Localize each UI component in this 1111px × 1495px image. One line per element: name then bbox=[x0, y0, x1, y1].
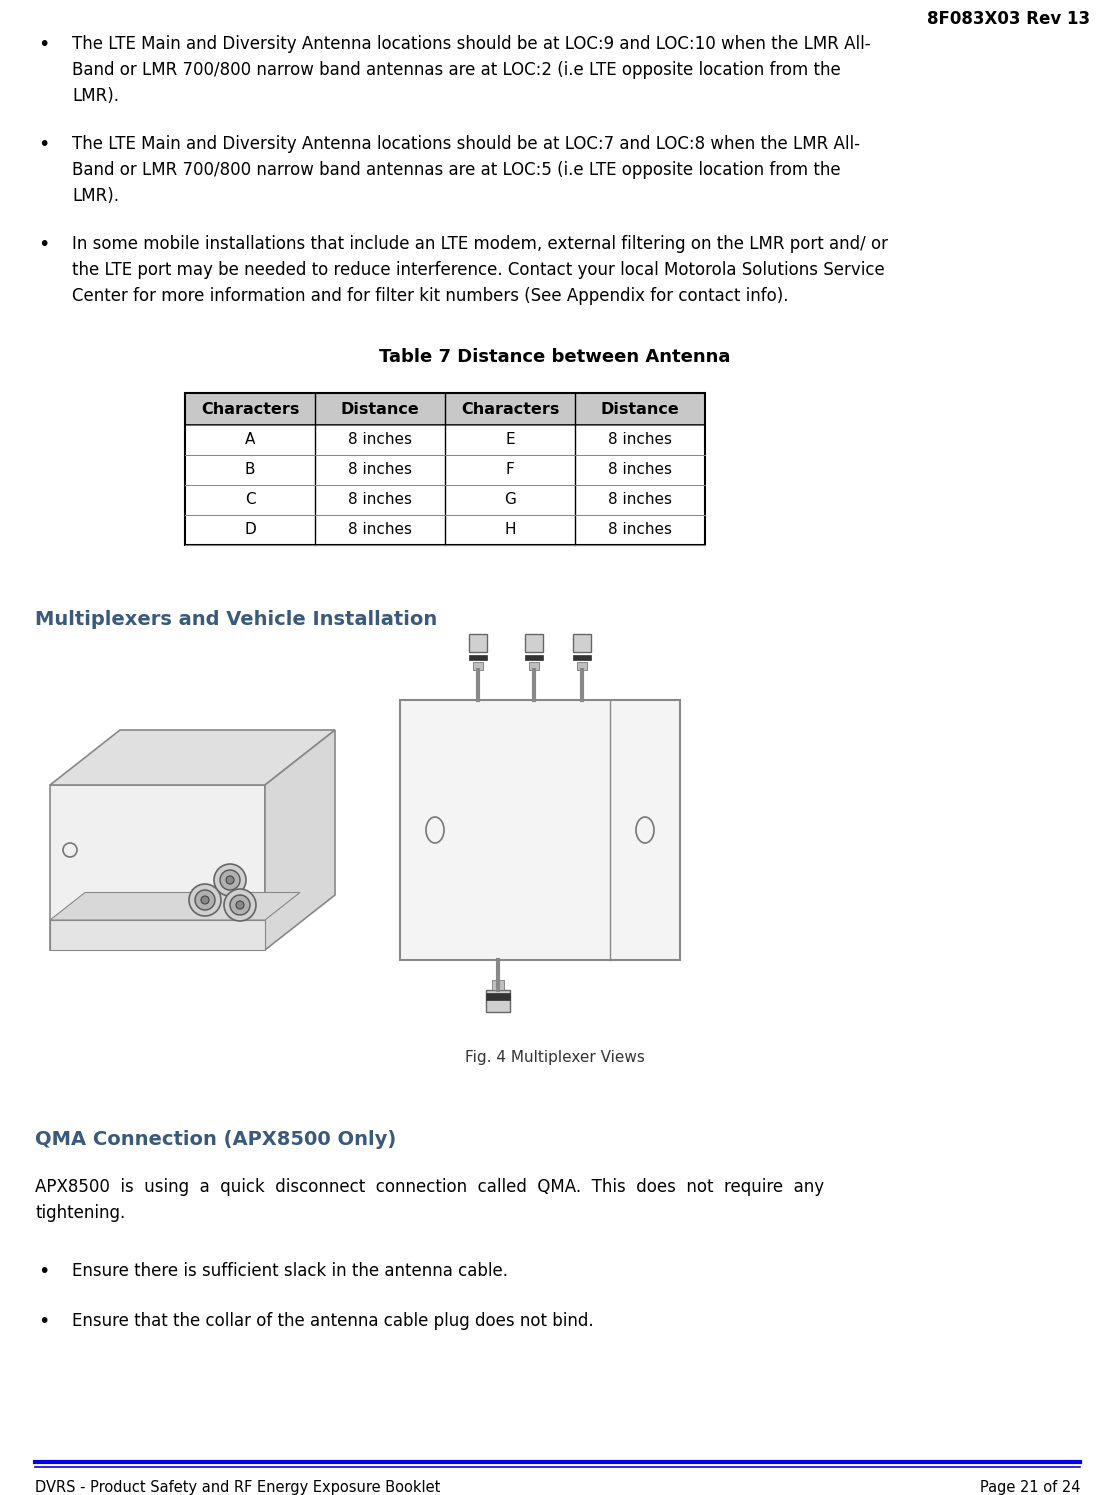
Text: Characters: Characters bbox=[201, 402, 299, 417]
Circle shape bbox=[224, 890, 256, 921]
Text: 8 inches: 8 inches bbox=[348, 492, 412, 507]
Text: Table 7 Distance between Antenna: Table 7 Distance between Antenna bbox=[379, 348, 731, 366]
Text: QMA Connection (APX8500 Only): QMA Connection (APX8500 Only) bbox=[36, 1130, 397, 1150]
Text: Characters: Characters bbox=[461, 402, 559, 417]
Bar bbox=[473, 662, 483, 670]
Bar bbox=[573, 634, 591, 652]
Text: •: • bbox=[38, 1313, 49, 1331]
Text: LMR).: LMR). bbox=[72, 87, 119, 105]
Circle shape bbox=[236, 901, 244, 909]
Bar bbox=[400, 700, 680, 960]
Circle shape bbox=[201, 896, 209, 904]
Text: Page 21 of 24: Page 21 of 24 bbox=[980, 1480, 1080, 1495]
Text: C: C bbox=[244, 492, 256, 507]
Circle shape bbox=[230, 896, 250, 915]
Text: The LTE Main and Diversity Antenna locations should be at LOC:9 and LOC:10 when : The LTE Main and Diversity Antenna locat… bbox=[72, 34, 871, 52]
Text: Multiplexers and Vehicle Installation: Multiplexers and Vehicle Installation bbox=[36, 610, 438, 629]
Bar bbox=[186, 393, 705, 546]
Bar bbox=[186, 484, 705, 514]
Text: 8 inches: 8 inches bbox=[608, 462, 672, 477]
Circle shape bbox=[196, 890, 216, 910]
Bar bbox=[186, 514, 705, 546]
Text: tightening.: tightening. bbox=[36, 1203, 126, 1221]
Text: F: F bbox=[506, 462, 514, 477]
Bar bbox=[486, 993, 510, 1000]
Text: DVRS - Product Safety and RF Energy Exposure Booklet: DVRS - Product Safety and RF Energy Expo… bbox=[36, 1480, 440, 1495]
Text: Center for more information and for filter kit numbers (See Appendix for contact: Center for more information and for filt… bbox=[72, 287, 789, 305]
Text: Distance: Distance bbox=[601, 402, 679, 417]
Text: H: H bbox=[504, 522, 516, 538]
Circle shape bbox=[220, 870, 240, 890]
Text: 8 inches: 8 inches bbox=[348, 432, 412, 447]
Bar bbox=[530, 662, 540, 670]
Text: the LTE port may be needed to reduce interference. Contact your local Motorola S: the LTE port may be needed to reduce int… bbox=[72, 262, 884, 280]
Bar bbox=[526, 655, 543, 659]
Text: Band or LMR 700/800 narrow band antennas are at LOC:5 (i.e LTE opposite location: Band or LMR 700/800 narrow band antennas… bbox=[72, 161, 841, 179]
Text: 8 inches: 8 inches bbox=[608, 492, 672, 507]
Polygon shape bbox=[50, 785, 266, 949]
Text: D: D bbox=[244, 522, 256, 538]
Text: Fig. 4 Multiplexer Views: Fig. 4 Multiplexer Views bbox=[466, 1049, 645, 1064]
Text: 8F083X03 Rev 13: 8F083X03 Rev 13 bbox=[927, 10, 1090, 28]
Text: •: • bbox=[38, 135, 49, 154]
Bar bbox=[470, 655, 488, 659]
Bar bbox=[492, 981, 504, 990]
Text: LMR).: LMR). bbox=[72, 187, 119, 205]
Circle shape bbox=[214, 864, 246, 896]
Circle shape bbox=[189, 884, 221, 916]
Text: 8 inches: 8 inches bbox=[348, 522, 412, 538]
Bar bbox=[186, 393, 705, 425]
Bar bbox=[186, 425, 705, 454]
Text: APX8500  is  using  a  quick  disconnect  connection  called  QMA.  This  does  : APX8500 is using a quick disconnect conn… bbox=[36, 1178, 824, 1196]
Text: •: • bbox=[38, 34, 49, 54]
Bar bbox=[577, 662, 587, 670]
Text: •: • bbox=[38, 235, 49, 254]
Text: The LTE Main and Diversity Antenna locations should be at LOC:7 and LOC:8 when t: The LTE Main and Diversity Antenna locat… bbox=[72, 135, 860, 152]
Text: 8 inches: 8 inches bbox=[348, 462, 412, 477]
Text: 8 inches: 8 inches bbox=[608, 432, 672, 447]
Text: In some mobile installations that include an LTE modem, external filtering on th: In some mobile installations that includ… bbox=[72, 235, 888, 253]
Polygon shape bbox=[266, 730, 336, 949]
Bar bbox=[186, 454, 705, 484]
Polygon shape bbox=[50, 893, 300, 919]
Bar bbox=[573, 655, 591, 659]
Bar bbox=[486, 990, 510, 1012]
Text: Ensure that the collar of the antenna cable plug does not bind.: Ensure that the collar of the antenna ca… bbox=[72, 1313, 593, 1331]
Text: E: E bbox=[506, 432, 514, 447]
Text: Ensure there is sufficient slack in the antenna cable.: Ensure there is sufficient slack in the … bbox=[72, 1262, 508, 1280]
Text: Band or LMR 700/800 narrow band antennas are at LOC:2 (i.e LTE opposite location: Band or LMR 700/800 narrow band antennas… bbox=[72, 61, 841, 79]
Text: G: G bbox=[504, 492, 516, 507]
Text: A: A bbox=[244, 432, 256, 447]
Bar bbox=[526, 634, 543, 652]
Text: •: • bbox=[38, 1262, 49, 1281]
Text: B: B bbox=[244, 462, 256, 477]
Circle shape bbox=[226, 876, 234, 884]
Text: Distance: Distance bbox=[341, 402, 419, 417]
Text: 8 inches: 8 inches bbox=[608, 522, 672, 538]
Polygon shape bbox=[50, 919, 266, 949]
Polygon shape bbox=[50, 730, 336, 785]
Bar bbox=[470, 634, 488, 652]
